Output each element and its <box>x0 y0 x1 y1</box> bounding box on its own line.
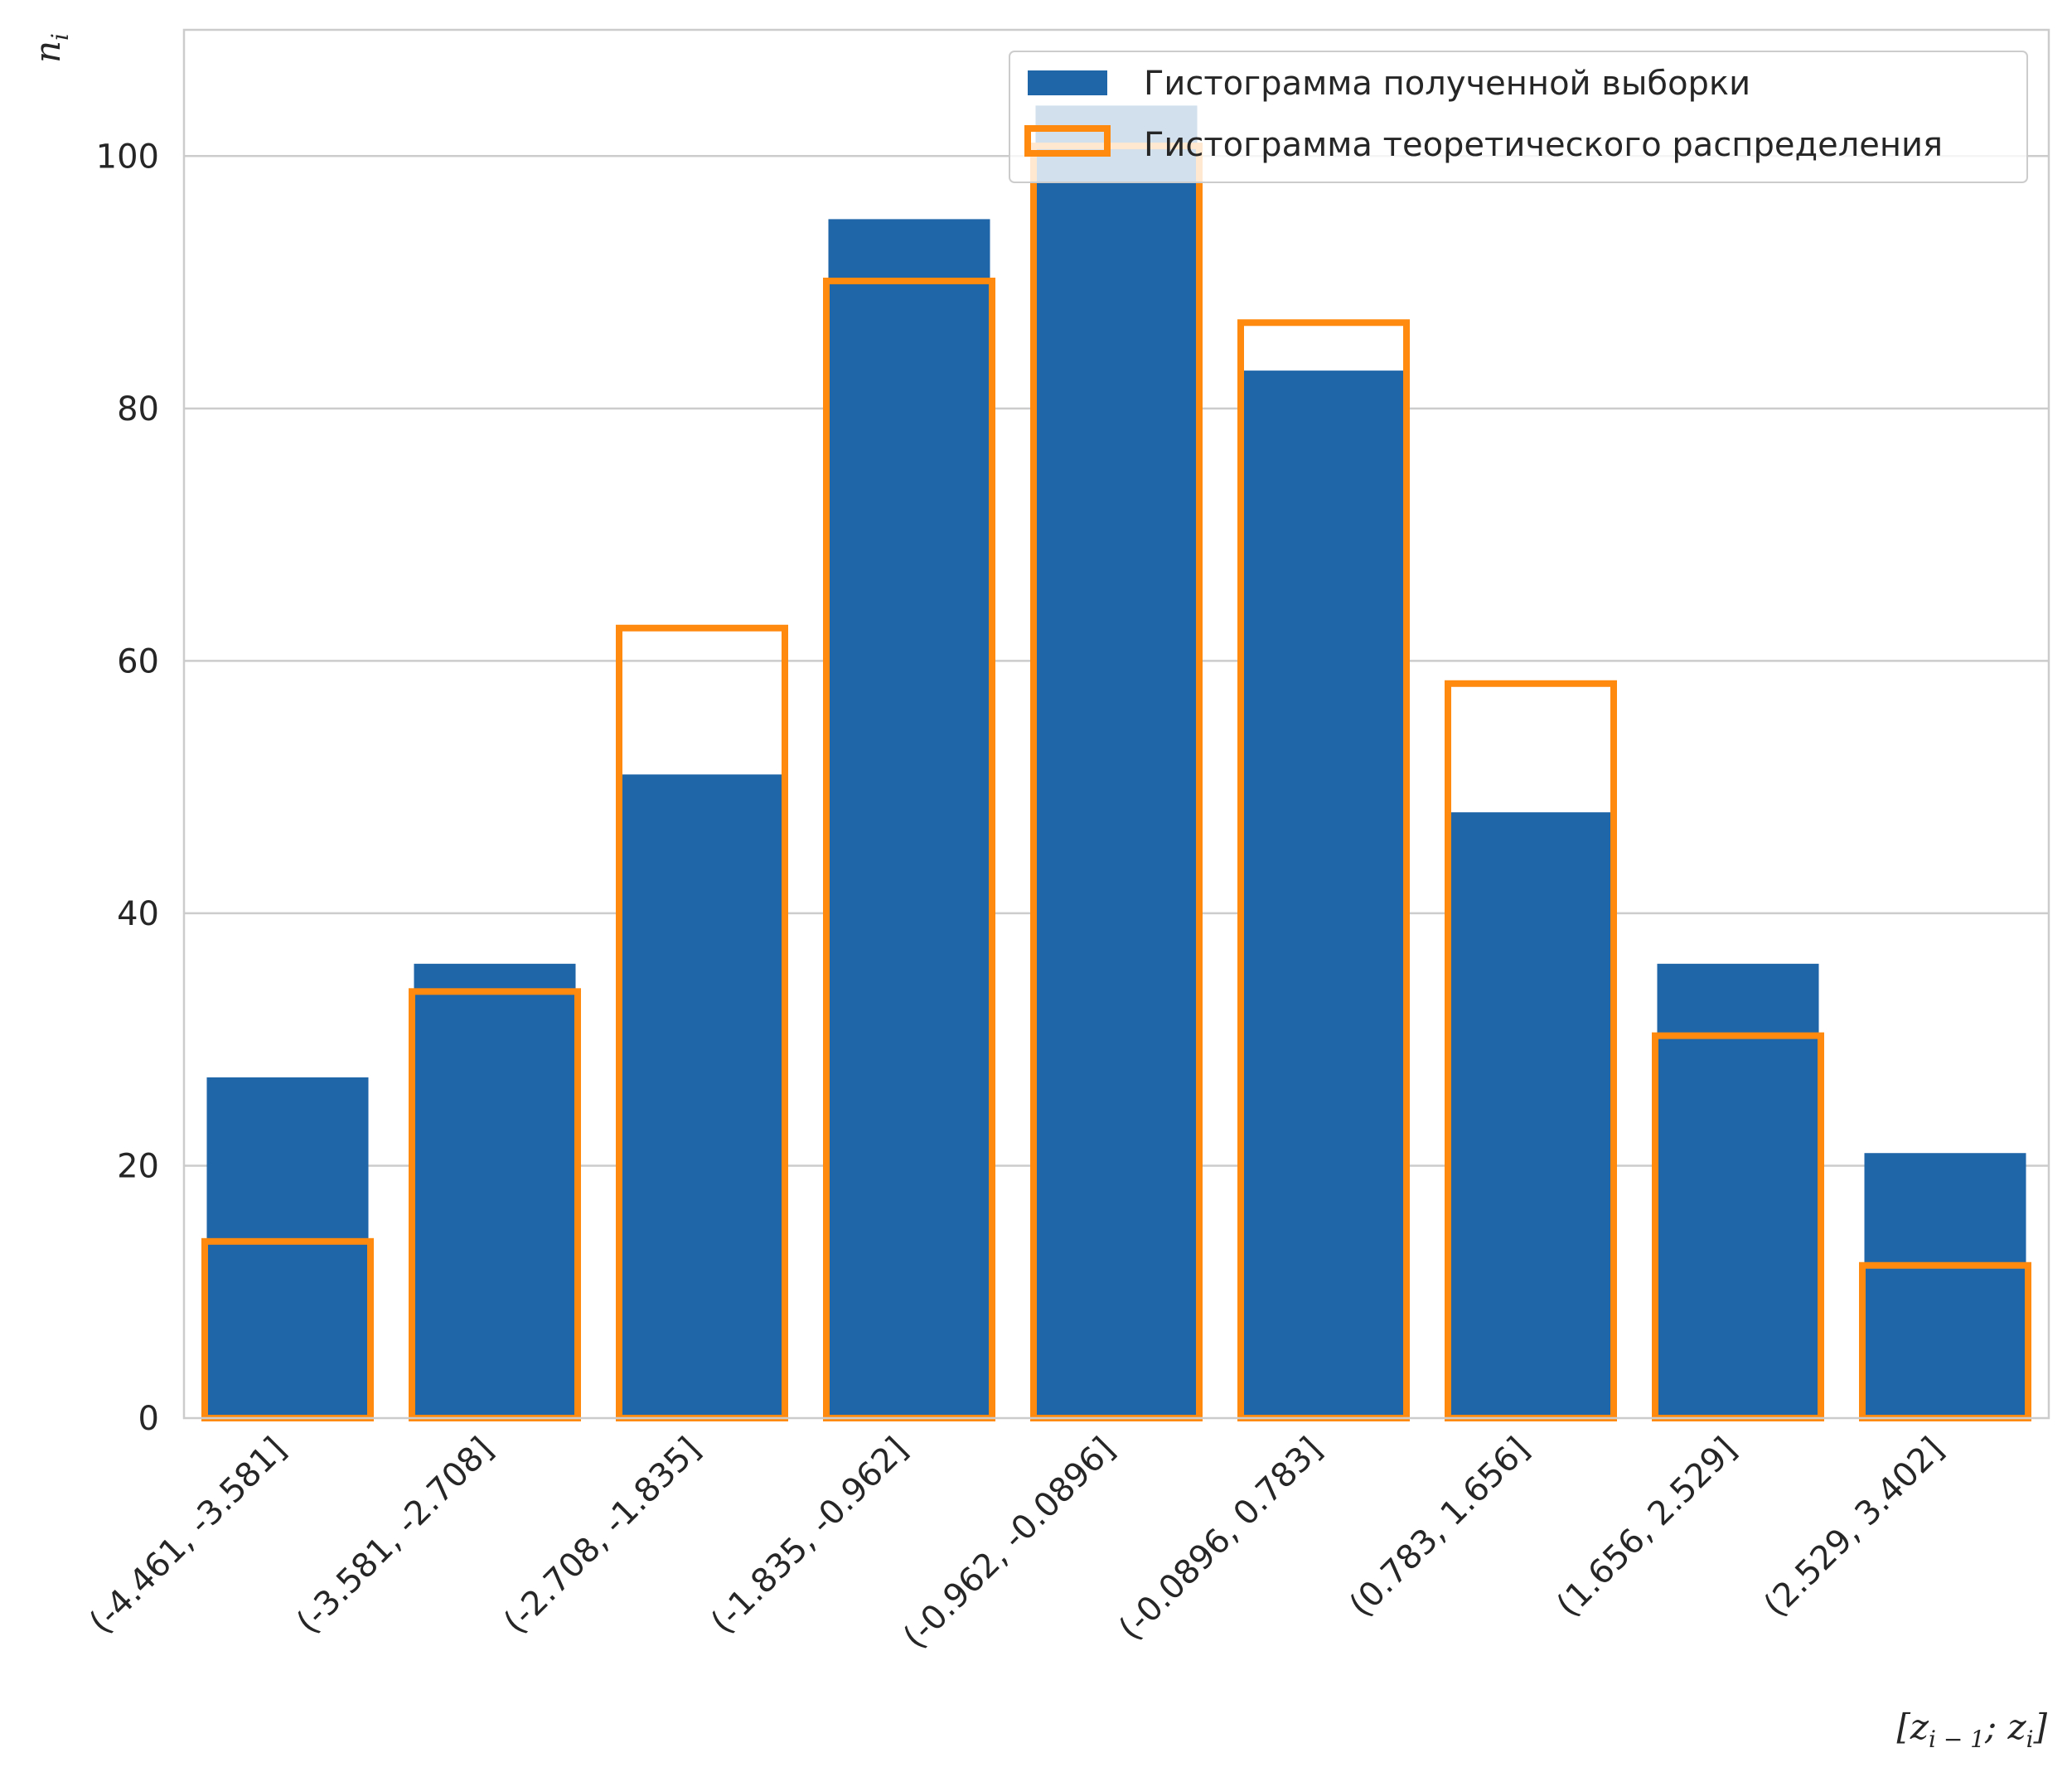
sample-bars <box>206 105 2026 1419</box>
bar-sample <box>414 963 576 1418</box>
y-tick-label: 0 <box>138 1400 159 1438</box>
bar-sample <box>1657 963 1819 1418</box>
x-tick-label: (-0.962, -0.0896] <box>896 1431 1122 1657</box>
legend: Гистограмма полученной выборки Гистограм… <box>1009 51 2028 183</box>
x-axis-label: [zi − 1; zi] <box>1896 1707 2047 1753</box>
y-tick-label: 60 <box>117 642 159 680</box>
y-tick-label: 100 <box>96 138 159 176</box>
legend-swatch-sample <box>1028 70 1107 95</box>
x-tick-label: (1.656, 2.529] <box>1550 1431 1745 1625</box>
plot-frame <box>182 28 2050 1420</box>
legend-box <box>1009 51 2028 183</box>
x-tick-label: (-0.0896, 0.783] <box>1111 1431 1329 1649</box>
y-axis-label: ni <box>27 33 74 63</box>
y-tick-labels: 0 20 40 60 80 100 <box>96 138 159 1438</box>
x-tick-label: (2.529, 3.402] <box>1757 1431 1952 1625</box>
axes-frame <box>182 28 2050 1420</box>
x-tick-label: (0.783, 1.656] <box>1343 1431 1537 1625</box>
legend-label-sample: Гистограмма полученной выборки <box>1144 65 1750 103</box>
x-tick-label: (-3.581, -2.708] <box>289 1431 501 1642</box>
y-tick-label: 20 <box>117 1147 159 1185</box>
x-tick-label: (-1.835, -0.962] <box>704 1431 915 1642</box>
bar-sample <box>828 219 990 1419</box>
x-tick-label: (-2.708, -1.835] <box>496 1431 708 1642</box>
bar-sample <box>1242 370 1405 1418</box>
legend-label-theoretical: Гистограмма теоретического распределения <box>1144 126 1943 164</box>
legend-swatch-theoretical <box>1024 125 1111 157</box>
y-tick-label: 40 <box>117 895 159 933</box>
bar-sample <box>1864 1153 2026 1418</box>
bar-sample <box>1450 812 1612 1418</box>
bar-sample <box>1035 105 1198 1418</box>
bar-sample <box>621 774 783 1418</box>
x-tick-label: (-4.461, -3.581] <box>82 1431 293 1642</box>
y-tick-label: 80 <box>117 390 159 428</box>
x-tick-labels: (-4.461, -3.581](-3.581, -2.708](-2.708,… <box>82 1431 1951 1657</box>
bar-sample <box>206 1077 369 1418</box>
